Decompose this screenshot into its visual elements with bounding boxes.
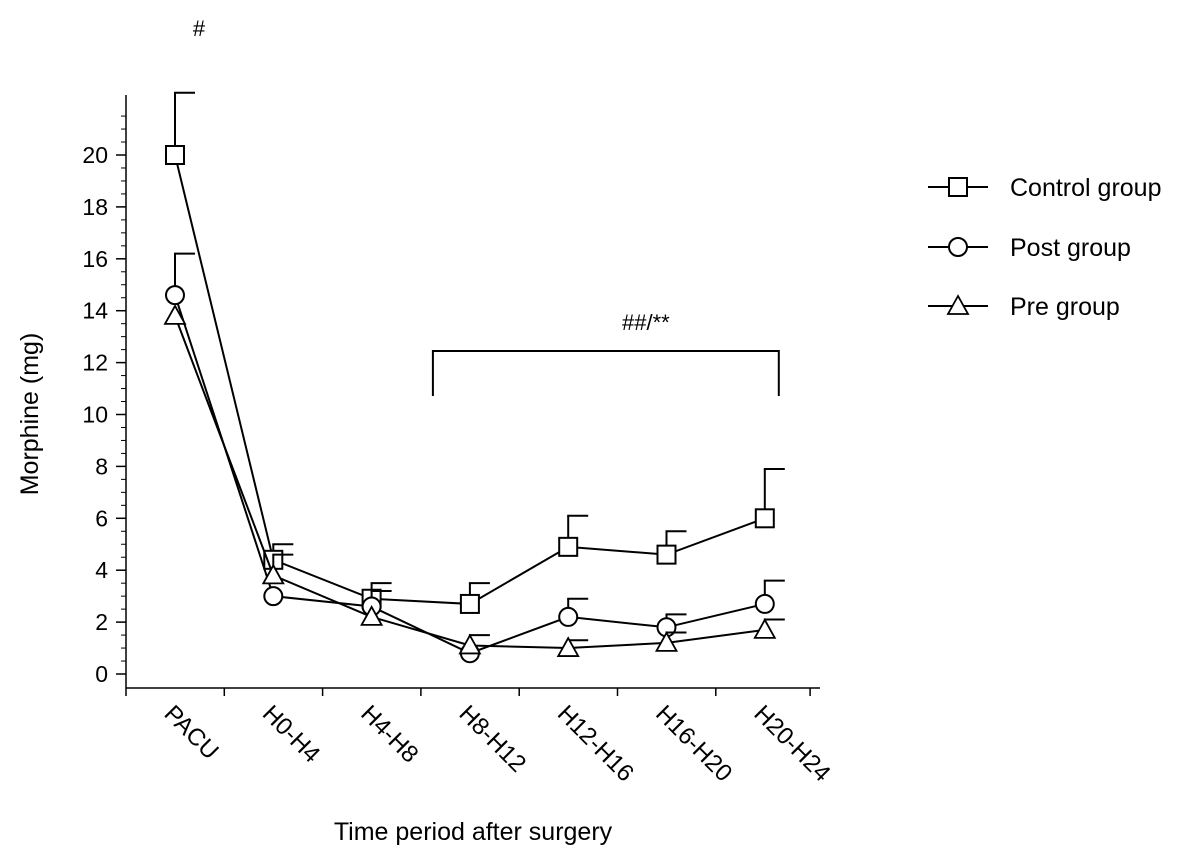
y-tick-label: 12 <box>82 350 108 376</box>
y-ticks: 0 2 4 6 8 10 12 14 16 18 20 <box>82 115 126 687</box>
x-ticks: PACU H0-H4 H4-H8 H8-H12 H12-H16 H16-H20 H20-H2… <box>125 688 836 787</box>
y-tick-label: 18 <box>82 194 108 220</box>
legend-label: Post group <box>1010 234 1131 262</box>
x-tick-label: H0-H4 <box>257 700 325 768</box>
circle-marker <box>165 285 185 306</box>
x-tick-label: PACU <box>159 700 224 765</box>
circle-marker <box>948 237 968 257</box>
square-marker <box>656 544 677 565</box>
square-marker <box>165 145 185 165</box>
y-tick-label: 8 <box>95 453 108 479</box>
square-marker <box>558 536 579 557</box>
x-tick-label: H20-H24 <box>749 700 836 787</box>
y-tick-label: 2 <box>95 609 108 635</box>
y-tick-label: 6 <box>95 505 108 531</box>
x-tick-label: H8-H12 <box>454 700 532 778</box>
y-axis-title: Morphine (mg) <box>16 333 44 496</box>
triangle-marker <box>654 631 679 652</box>
triangle-marker <box>946 294 970 315</box>
legend-label: Pre group <box>1010 293 1120 321</box>
square-marker <box>948 177 968 197</box>
triangle-marker <box>753 618 777 639</box>
series-line <box>174 154 766 605</box>
x-axis: PACU H0-H4 H4-H8 H8-H12 H12-H16 H16-H20 H20-H2… <box>125 687 836 846</box>
significance-bracket <box>431 350 780 396</box>
legend-item: Post group <box>928 234 1131 262</box>
pacu-significance-mark: # <box>193 16 206 41</box>
triangle-marker <box>556 636 580 657</box>
circle-marker <box>263 586 284 607</box>
legend-item: Control group <box>928 174 1161 202</box>
y-tick-label: 10 <box>82 402 108 428</box>
x-tick-label: H12-H16 <box>552 700 639 787</box>
triangle-marker <box>261 563 285 585</box>
bracket-label: ##/** <box>622 310 670 335</box>
circle-marker <box>558 606 579 627</box>
legend: Control group Post group Pre group <box>928 174 1161 321</box>
y-tick-label: 20 <box>82 142 108 168</box>
x-tick-label: H4-H8 <box>355 700 423 768</box>
triangle-marker <box>458 633 482 655</box>
legend-label: Control group <box>1010 174 1161 202</box>
y-tick-label: 14 <box>82 298 108 324</box>
x-tick-label: H16-H20 <box>650 700 737 787</box>
x-axis-title: Time period after surgery <box>334 818 613 846</box>
circle-marker <box>754 593 775 614</box>
square-marker <box>754 508 775 529</box>
y-axis: 0 2 4 6 8 10 12 14 16 18 20 Morphine (mg) <box>16 95 127 688</box>
triangle-marker <box>163 304 187 325</box>
plot-area <box>163 91 785 664</box>
y-tick-label: 0 <box>95 661 108 687</box>
y-tick-label: 4 <box>95 557 108 583</box>
annotations: # ##/** <box>193 16 780 396</box>
y-tick-label: 16 <box>82 246 108 272</box>
triangle-marker <box>360 605 384 626</box>
square-marker <box>459 593 480 614</box>
series-triangle <box>163 304 785 657</box>
legend-item: Pre group <box>928 293 1120 321</box>
